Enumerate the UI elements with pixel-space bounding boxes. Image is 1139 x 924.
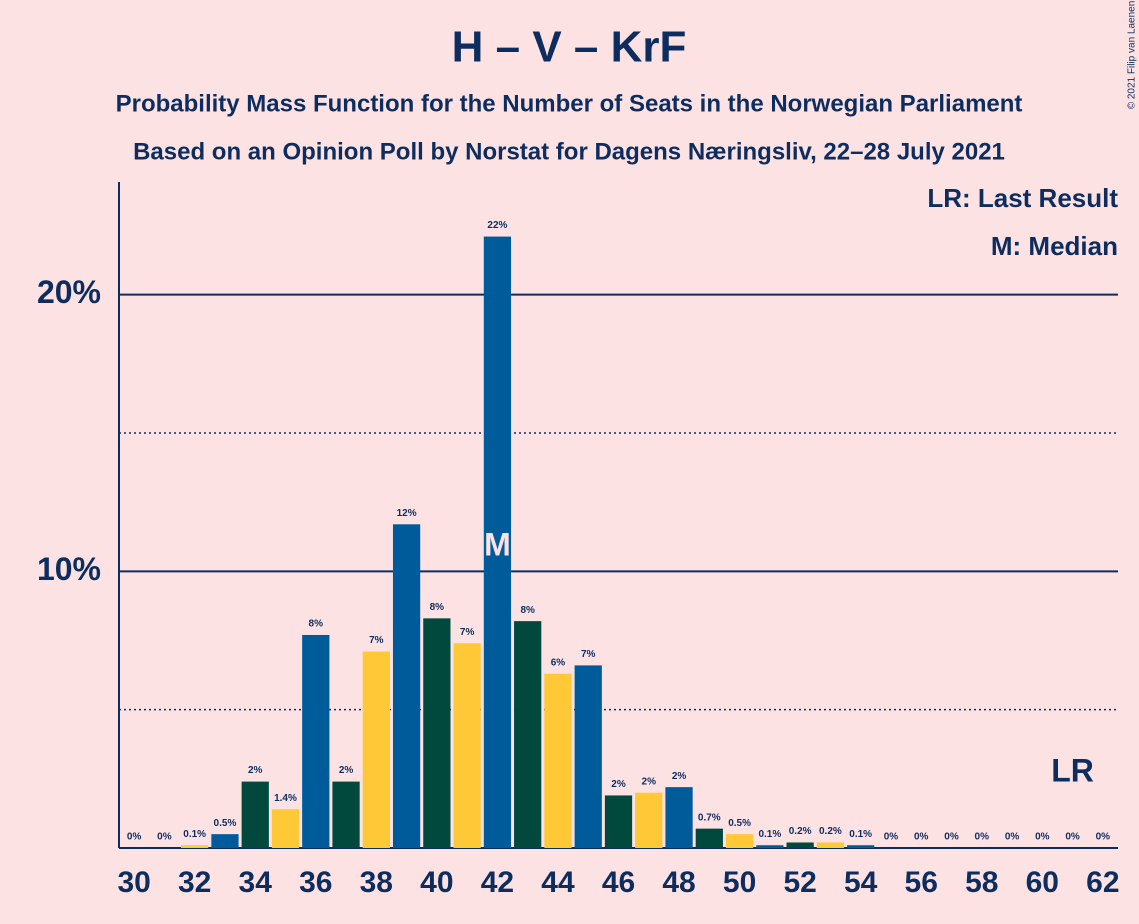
- x-tick-label: 38: [360, 866, 393, 899]
- value-label: 0.2%: [789, 826, 812, 837]
- value-label: 22%: [487, 220, 507, 231]
- legend-entry: M: Median: [991, 231, 1118, 261]
- x-tick-label: 34: [239, 866, 273, 899]
- value-label: 6%: [551, 657, 566, 668]
- bar: [574, 665, 602, 848]
- value-label: 0%: [975, 832, 990, 843]
- chart-subtitle: Based on an Opinion Poll by Norstat for …: [133, 138, 1005, 165]
- x-tick-label: 54: [844, 866, 878, 899]
- value-label: 2%: [642, 776, 657, 787]
- bar: [453, 643, 481, 848]
- value-label: 8%: [430, 602, 445, 613]
- value-label: 0%: [157, 832, 172, 843]
- value-label: 0%: [127, 832, 142, 843]
- value-label: 0%: [884, 832, 899, 843]
- bar: [816, 842, 845, 848]
- x-tick-label: 40: [420, 866, 453, 899]
- value-label: 2%: [611, 779, 626, 790]
- value-label: 0.5%: [214, 818, 237, 829]
- value-label: 0.1%: [758, 829, 781, 840]
- value-label: 1.4%: [274, 793, 297, 804]
- x-tick-label: 52: [783, 866, 816, 899]
- last-result-marker: LR: [1051, 752, 1094, 788]
- bar: [302, 634, 330, 848]
- value-label: 2%: [672, 771, 687, 782]
- bar: [514, 621, 542, 848]
- x-tick-label: 62: [1086, 866, 1119, 899]
- value-label: 12%: [397, 508, 417, 519]
- bar: [786, 842, 814, 848]
- x-tick-label: 60: [1026, 866, 1059, 899]
- bar: [635, 792, 663, 848]
- x-tick-label: 46: [602, 866, 635, 899]
- value-label: 7%: [369, 635, 384, 646]
- x-tick-label: 30: [117, 866, 150, 899]
- bar: [423, 618, 451, 848]
- value-label: 0%: [914, 832, 929, 843]
- value-label: 0%: [944, 832, 959, 843]
- bar: [725, 834, 754, 848]
- value-label: 0.5%: [728, 818, 751, 829]
- value-label: 2%: [248, 765, 263, 776]
- bar: [332, 781, 360, 848]
- x-tick-label: 58: [965, 866, 998, 899]
- value-label: 7%: [581, 649, 596, 660]
- bar: [756, 845, 784, 848]
- value-label: 0%: [1005, 832, 1020, 843]
- value-label: 8%: [520, 605, 535, 616]
- bar: [211, 834, 239, 848]
- x-tick-label: 48: [662, 866, 695, 899]
- x-tick-label: 44: [541, 866, 575, 899]
- bar: [544, 673, 572, 848]
- value-label: 0.1%: [183, 829, 206, 840]
- bar: [392, 524, 421, 848]
- bar: [241, 781, 269, 848]
- y-tick-label: 10%: [37, 551, 101, 587]
- bar: [847, 845, 875, 848]
- value-label: 0%: [1065, 832, 1080, 843]
- x-tick-label: 36: [299, 866, 332, 899]
- value-label: 2%: [339, 765, 354, 776]
- x-tick-label: 42: [481, 866, 514, 899]
- value-label: 7%: [460, 627, 475, 638]
- bar: [271, 809, 300, 848]
- bar: [604, 795, 633, 848]
- bar: [483, 236, 512, 849]
- median-marker: M: [484, 526, 511, 562]
- bar: [362, 651, 390, 848]
- x-tick-label: 50: [723, 866, 756, 899]
- chart-title: H – V – KrF: [452, 23, 687, 72]
- y-tick-label: 20%: [37, 274, 101, 310]
- bar: [181, 845, 209, 848]
- bar: [695, 828, 723, 848]
- copyright: © 2021 Filip van Laenen: [1127, 1, 1138, 110]
- value-label: 0%: [1096, 832, 1111, 843]
- value-label: 0.2%: [819, 826, 842, 837]
- x-tick-label: 56: [905, 866, 938, 899]
- value-label: 0%: [1035, 832, 1050, 843]
- chart-subtitle: Probability Mass Function for the Number…: [116, 90, 1023, 117]
- value-label: 8%: [309, 619, 324, 630]
- legend-entry: LR: Last Result: [927, 183, 1118, 213]
- value-label: 0.1%: [849, 829, 872, 840]
- value-label: 0.7%: [698, 812, 721, 823]
- x-tick-label: 32: [178, 866, 211, 899]
- bar: [665, 787, 693, 848]
